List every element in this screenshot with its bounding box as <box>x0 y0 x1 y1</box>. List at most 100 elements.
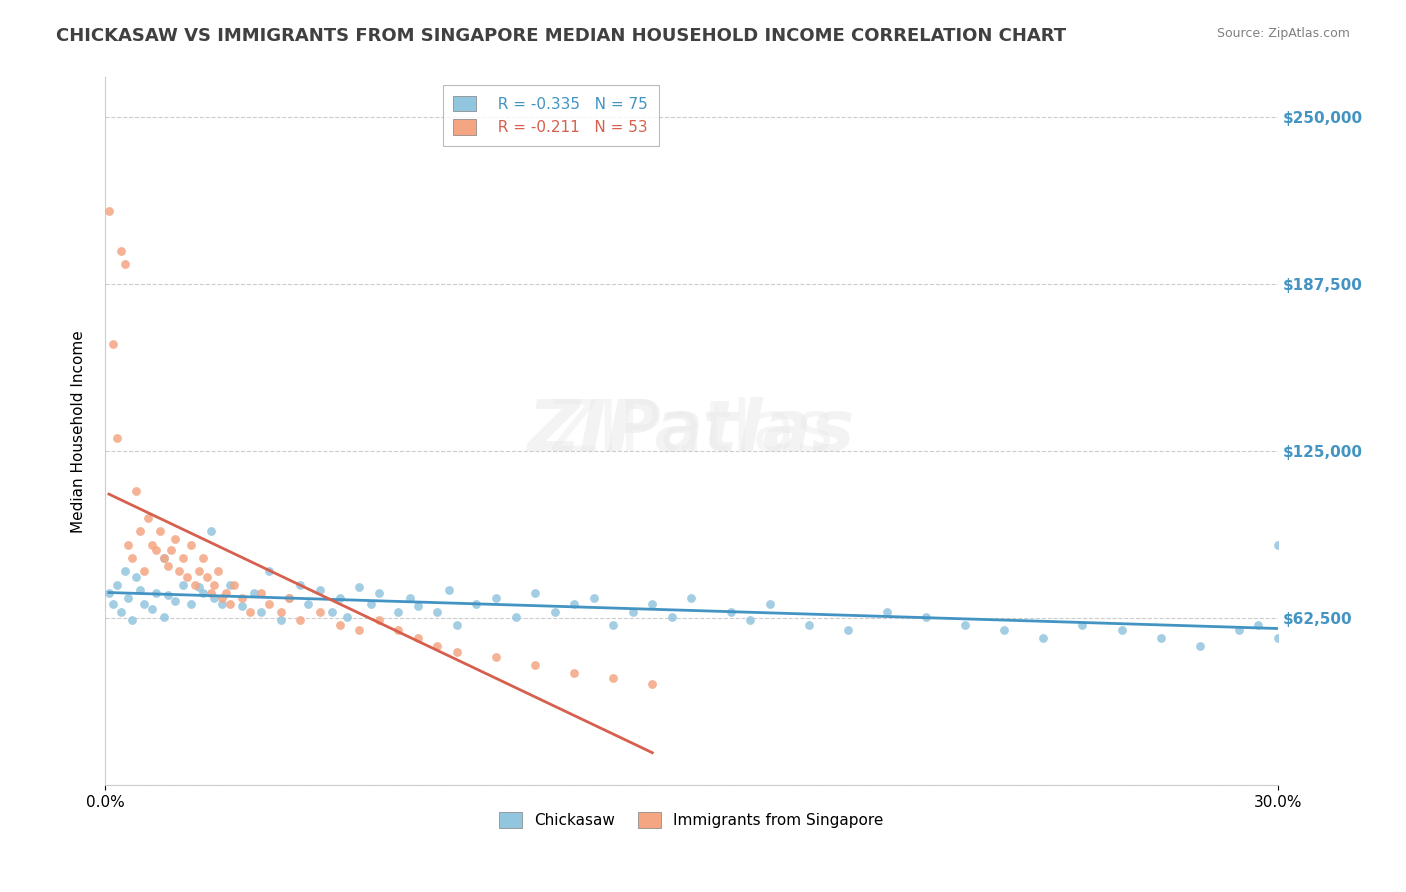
Text: Source: ZipAtlas.com: Source: ZipAtlas.com <box>1216 27 1350 40</box>
Point <box>347 581 370 595</box>
Point <box>1247 618 1270 632</box>
Point <box>1111 624 1133 638</box>
Point <box>117 591 139 606</box>
Point <box>621 605 644 619</box>
Point <box>172 551 194 566</box>
Point <box>222 578 245 592</box>
Point <box>105 431 128 445</box>
Point <box>582 591 605 606</box>
Point <box>738 613 761 627</box>
Point <box>187 581 209 595</box>
Text: CHICKASAW VS IMMIGRANTS FROM SINGAPORE MEDIAN HOUSEHOLD INCOME CORRELATION CHART: CHICKASAW VS IMMIGRANTS FROM SINGAPORE M… <box>56 27 1066 45</box>
Point <box>277 591 299 606</box>
Point <box>211 597 233 611</box>
Point <box>915 610 938 624</box>
Point <box>219 597 242 611</box>
Point <box>360 597 382 611</box>
Point <box>257 565 280 579</box>
Point <box>129 524 152 539</box>
Point <box>1267 538 1289 552</box>
Point <box>406 599 429 614</box>
Point <box>876 605 898 619</box>
Point <box>524 586 547 600</box>
Point <box>406 631 429 645</box>
Point <box>219 578 242 592</box>
Point <box>141 602 163 616</box>
Point <box>231 599 253 614</box>
Point <box>309 605 332 619</box>
Point <box>367 586 389 600</box>
Point <box>180 538 202 552</box>
Point <box>129 583 152 598</box>
Point <box>132 597 155 611</box>
Point <box>953 618 976 632</box>
Point <box>387 624 409 638</box>
Point <box>661 610 683 624</box>
Point <box>215 586 238 600</box>
Point <box>152 610 174 624</box>
Point <box>195 570 218 584</box>
Point <box>270 605 292 619</box>
Point <box>641 676 664 690</box>
Point <box>336 610 359 624</box>
Point <box>1267 631 1289 645</box>
Point <box>101 597 124 611</box>
Text: ZIPatlas: ZIPatlas <box>527 397 855 466</box>
Point <box>329 618 352 632</box>
Point <box>97 204 120 219</box>
Text: ZIPatlas: ZIPatlas <box>548 397 834 466</box>
Point <box>204 578 226 592</box>
Point <box>641 597 664 611</box>
Point <box>105 578 128 592</box>
Point <box>136 511 159 525</box>
Point <box>200 524 222 539</box>
Point <box>257 597 280 611</box>
Point <box>485 649 508 664</box>
Point <box>250 605 273 619</box>
Point <box>562 597 585 611</box>
Point <box>347 624 370 638</box>
Point <box>485 591 508 606</box>
Point <box>602 618 624 632</box>
Point <box>387 605 409 619</box>
Point <box>1071 618 1094 632</box>
Point <box>524 657 547 672</box>
Point <box>114 565 136 579</box>
Point <box>242 586 264 600</box>
Point <box>191 551 214 566</box>
Point <box>121 551 143 566</box>
Point <box>681 591 703 606</box>
Point <box>309 583 332 598</box>
Point <box>446 618 468 632</box>
Point <box>290 578 312 592</box>
Point <box>125 570 148 584</box>
Point <box>184 578 207 592</box>
Point <box>837 624 859 638</box>
Point <box>211 591 233 606</box>
Point <box>1149 631 1171 645</box>
Point <box>562 665 585 680</box>
Point <box>97 586 120 600</box>
Point <box>145 586 167 600</box>
Point <box>207 565 229 579</box>
Point <box>152 551 174 566</box>
Point <box>117 538 139 552</box>
Point <box>446 644 468 658</box>
Point <box>141 538 163 552</box>
Point <box>110 605 132 619</box>
Point <box>426 639 449 653</box>
Point <box>1188 639 1211 653</box>
Point <box>270 613 292 627</box>
Point <box>145 543 167 558</box>
Point <box>231 591 253 606</box>
Point <box>297 597 319 611</box>
Point <box>200 586 222 600</box>
Point <box>121 613 143 627</box>
Point <box>250 586 273 600</box>
Point <box>132 565 155 579</box>
Point <box>465 597 488 611</box>
Point <box>156 559 179 574</box>
Point <box>290 613 312 627</box>
Point <box>125 484 148 499</box>
Point <box>426 605 449 619</box>
